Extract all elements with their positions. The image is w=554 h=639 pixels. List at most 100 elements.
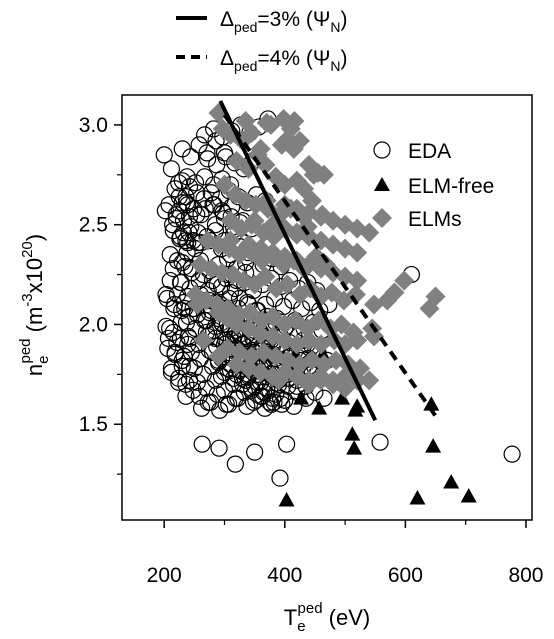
eda-point (264, 389, 282, 407)
elm-free-point (409, 490, 426, 505)
line-legend-label: Δped=4% (ΨN) (220, 47, 348, 74)
eda-point (235, 383, 253, 401)
x-axis-title: Teped (eV) (284, 600, 371, 635)
line-legend-sub: ped (234, 19, 257, 35)
eda-point (246, 377, 264, 395)
elm-free-point (443, 474, 460, 489)
eda-point (273, 395, 291, 413)
line-legend-sub: ped (234, 58, 257, 74)
y-title-unit-mid: x10 (22, 258, 47, 293)
elm-free-point (349, 398, 366, 413)
fit-line-3pct (218, 100, 378, 422)
elms-point (359, 222, 380, 243)
elms-point (193, 330, 214, 351)
eda-point (184, 381, 202, 399)
eda-point (165, 295, 184, 314)
eda-point (210, 439, 228, 457)
eda-point (271, 469, 289, 487)
eda-point (198, 144, 216, 162)
x-axis: 200 400 600 800 (147, 520, 543, 587)
eda-point (220, 395, 238, 413)
eda-point (255, 383, 273, 401)
eda-point (206, 216, 225, 234)
eda-point (182, 148, 200, 166)
y-tick-label: 1.5 (79, 413, 108, 436)
eda-point (196, 126, 214, 144)
eda-point (168, 285, 187, 304)
eda-point (215, 363, 234, 381)
elms-point (331, 314, 352, 335)
eda-point (204, 196, 222, 214)
line-legend-close: ) (341, 47, 348, 70)
y-tick-label: 3.0 (79, 114, 108, 137)
marker-legend: EDA ELM-free ELMs (372, 140, 494, 231)
elms-point (286, 366, 307, 387)
y-axis: 1.5 2.0 2.5 3.0 (79, 114, 122, 475)
eda-point (278, 435, 296, 453)
eda-point (285, 397, 303, 415)
elms-point (277, 274, 298, 295)
elms-point (241, 122, 262, 143)
elm-free-point (293, 390, 310, 405)
x-title-sub: e (297, 618, 305, 635)
x-title-main: T (284, 605, 297, 630)
eda-point (503, 445, 521, 463)
eda-point (180, 208, 199, 226)
eda-point (178, 168, 196, 186)
elms-point (321, 282, 342, 303)
eda-point (197, 311, 216, 330)
elms-point (347, 242, 368, 263)
eda-point (196, 168, 214, 186)
x-title-unit: (eV) (323, 605, 371, 630)
elms-point (187, 294, 208, 315)
elms-point (284, 110, 305, 131)
x-tick-label: 600 (388, 564, 423, 587)
line-legend-delta: Δ (220, 47, 234, 70)
elms-point (364, 326, 385, 347)
elm-free-point (278, 492, 295, 507)
elm-free-point (460, 488, 477, 503)
line-legend-value: =3% (Ψ (257, 8, 330, 31)
elms-point (226, 150, 247, 171)
y-tick-label: 2.5 (79, 214, 108, 237)
y-title-unit-sup1: -3 (19, 293, 36, 306)
eda-point (186, 174, 205, 192)
eda-point (246, 443, 264, 461)
elms-point (208, 346, 229, 367)
plot-area (121, 94, 533, 521)
eda-point (221, 283, 240, 302)
line-legend-sub2: N (330, 58, 340, 74)
eda-point (208, 156, 226, 174)
elms-point (345, 284, 366, 305)
eda-point (371, 433, 389, 451)
eda-point (171, 273, 190, 292)
y-title-unit-pre: (m (22, 307, 47, 339)
elms-point (384, 282, 405, 303)
y-axis-title: neped (m-3x1020) (17, 234, 52, 376)
elms-point (214, 174, 235, 195)
eda-point (168, 333, 186, 352)
line-legend-close: ) (341, 8, 348, 31)
eda-point (196, 200, 214, 218)
elms-point (255, 266, 276, 287)
eda-point (180, 307, 198, 326)
eda-point (193, 435, 211, 453)
elms-point (394, 270, 415, 291)
eda-point (261, 393, 279, 411)
elms-point (347, 270, 368, 291)
eda-point (211, 401, 229, 419)
elms-point (313, 164, 334, 185)
eda-point (199, 150, 217, 168)
eda-point (161, 246, 179, 264)
y-tick-label: 2.0 (79, 313, 108, 336)
eda-point (180, 178, 199, 196)
eda-point (315, 389, 333, 407)
elms-point (303, 164, 324, 185)
eda-point (167, 210, 185, 228)
elms-point (289, 130, 310, 151)
elm-free-point (423, 396, 440, 411)
line-legend-sub2: N (330, 19, 340, 35)
fit-lines (218, 100, 441, 422)
x-tick-label: 800 (508, 564, 543, 587)
line-legend-delta: Δ (220, 8, 234, 31)
